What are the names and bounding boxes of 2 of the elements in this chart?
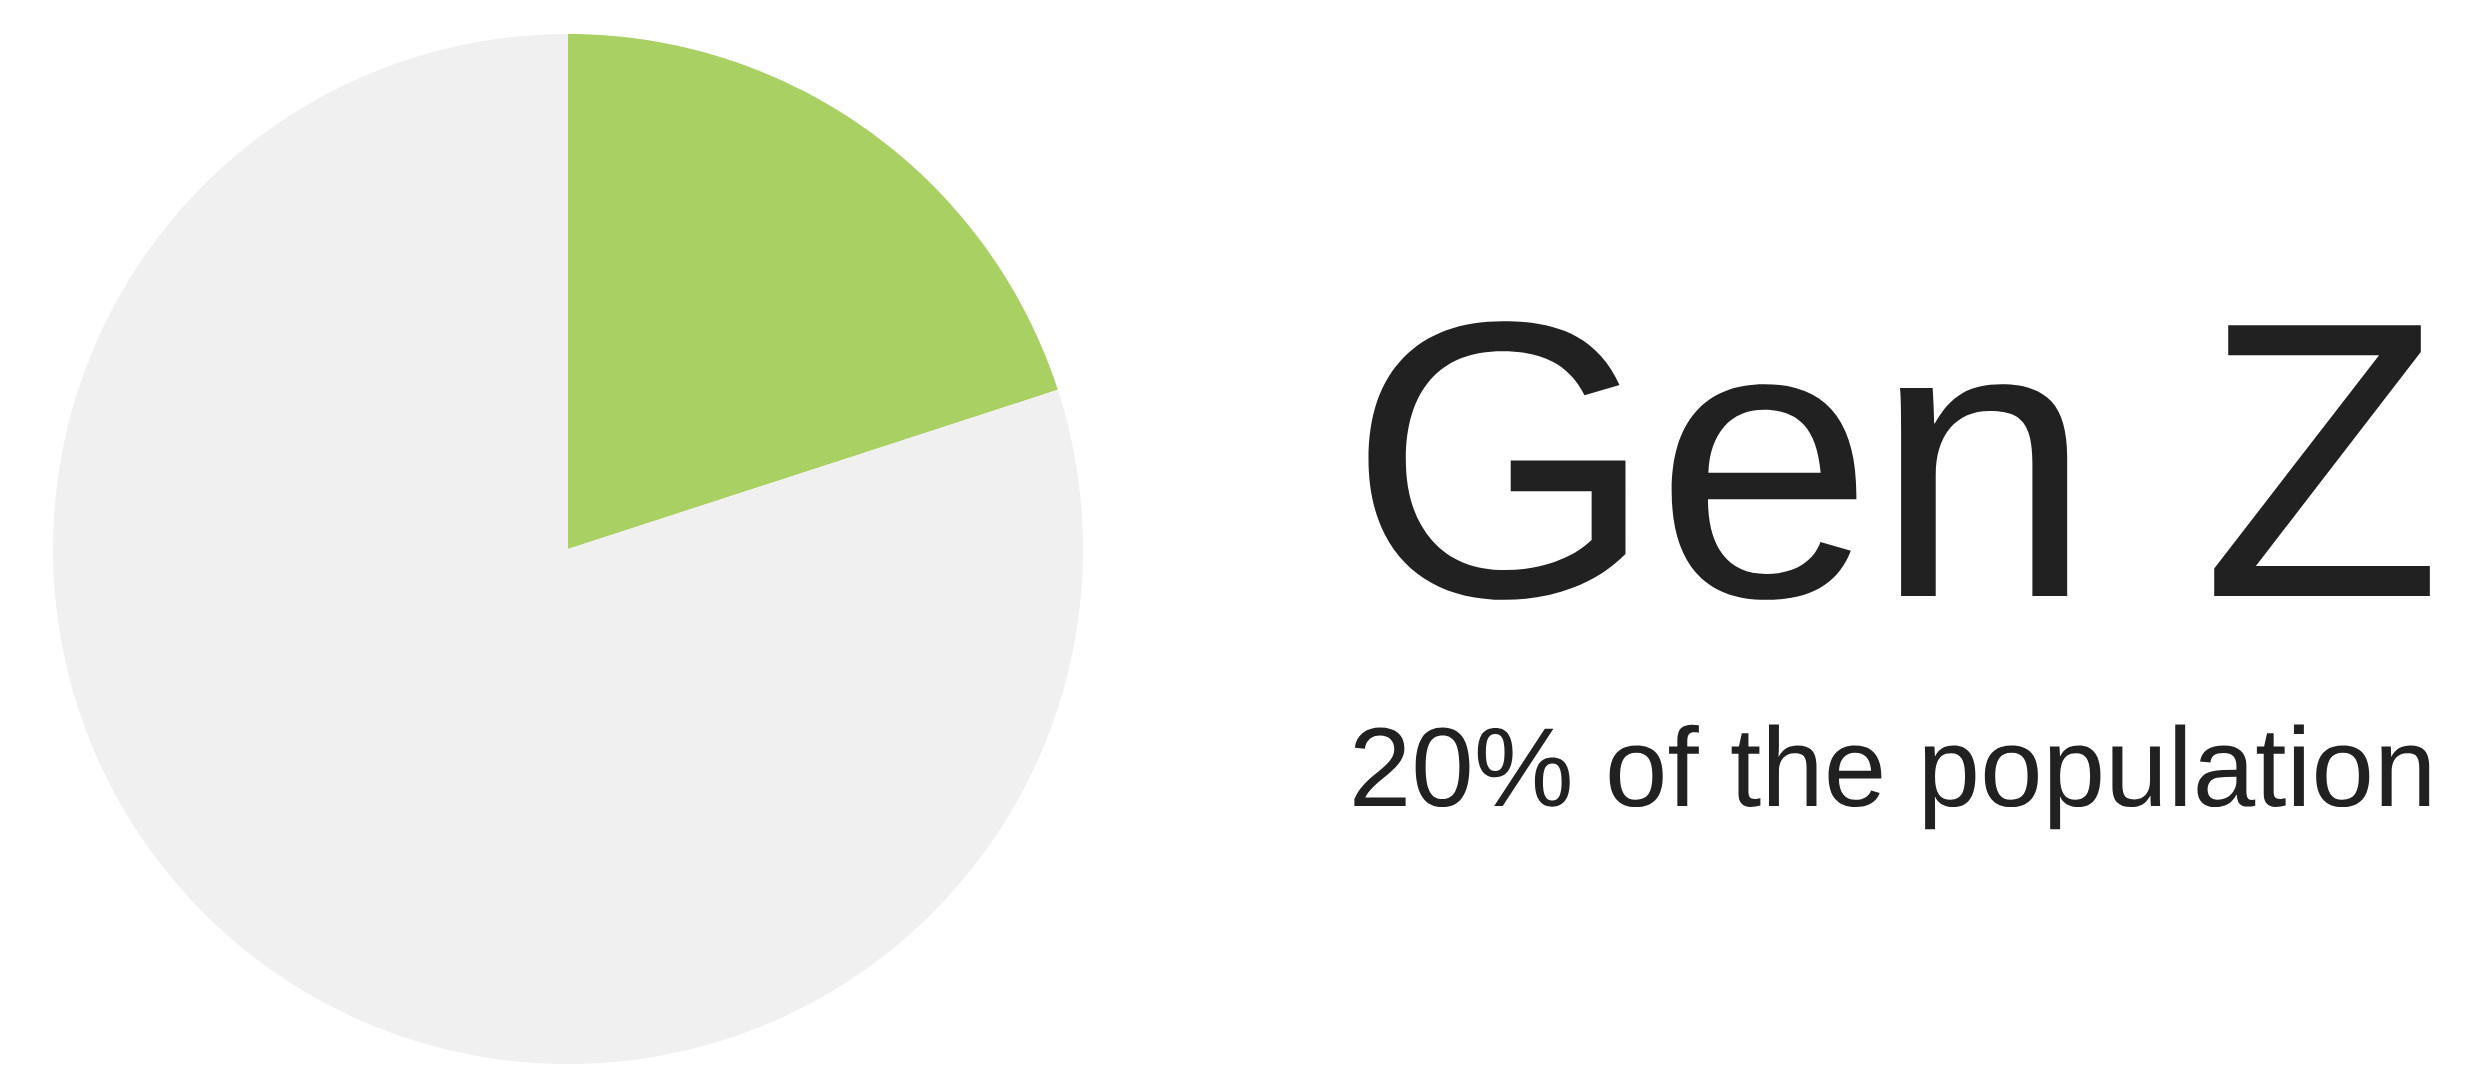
text: 20% of the population xyxy=(1354,724,2430,830)
text: Gen Z xyxy=(1368,321,2430,600)
